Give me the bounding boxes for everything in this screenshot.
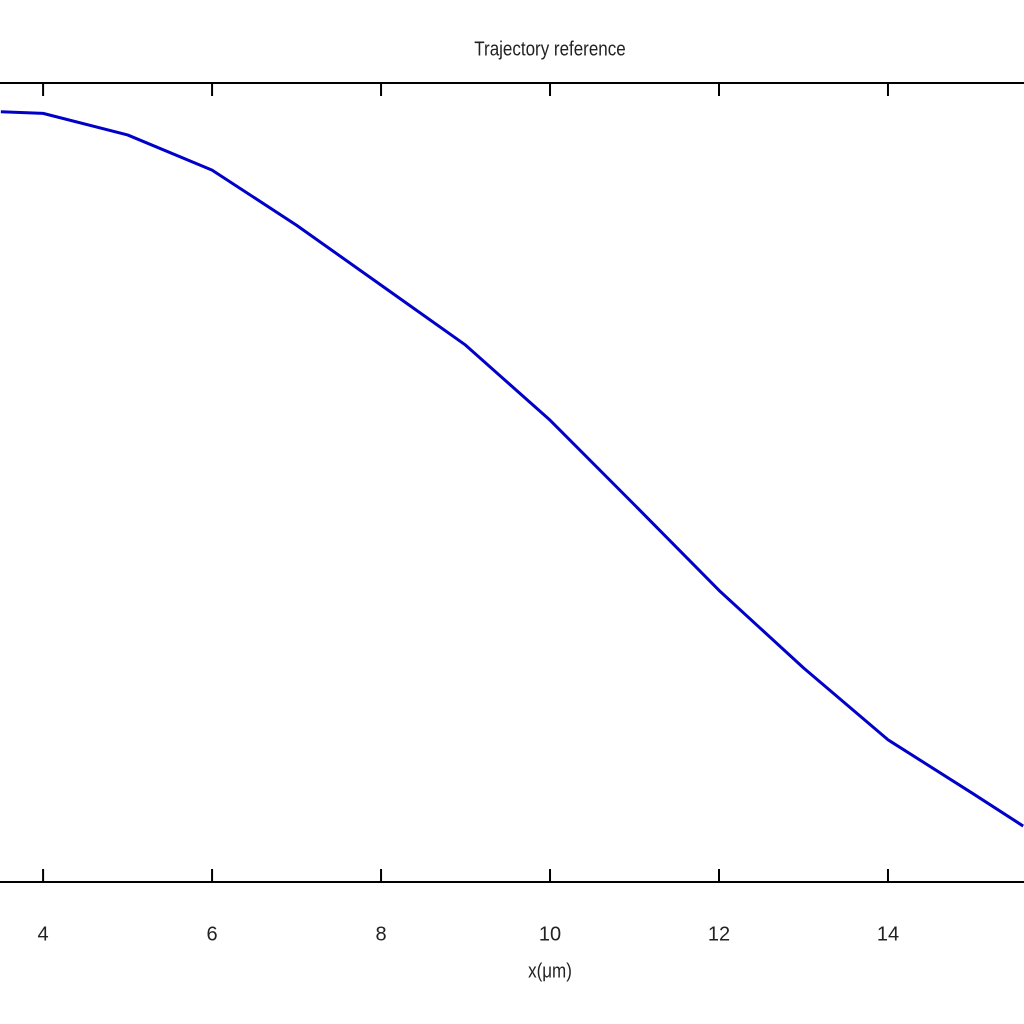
chart-title: Trajectory reference [474, 37, 625, 60]
x-tick-label: 12 [708, 923, 730, 945]
data-line [0, 110, 1024, 828]
x-tick-label: 14 [877, 923, 899, 945]
x-tick-label: 4 [38, 923, 49, 945]
x-tick-label: 10 [539, 923, 561, 945]
x-axis-label: x(μm) [528, 959, 572, 982]
x-tick-label: 6 [207, 923, 218, 945]
x-tick-label: 8 [375, 923, 386, 945]
